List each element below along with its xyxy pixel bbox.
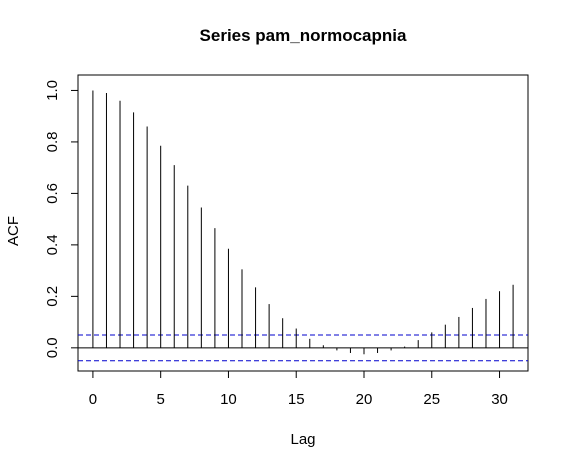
y-axis-label: ACF: [5, 216, 22, 246]
x-tick-label-5: 5: [157, 391, 165, 408]
y-tick-label-0.4: 0.4: [44, 234, 61, 255]
y-tick-label-0.6: 0.6: [44, 183, 61, 204]
plot-frame: [78, 75, 528, 371]
x-tick-label-25: 25: [423, 391, 440, 408]
x-axis: 0 5 10 15 20 25 30: [89, 371, 508, 408]
x-tick-label-30: 30: [491, 391, 508, 408]
y-tick-label-0.2: 0.2: [44, 286, 61, 307]
y-axis: 0.0 0.2 0.4 0.6 0.8 1.0: [44, 80, 78, 358]
y-tick-label-0.8: 0.8: [44, 131, 61, 152]
y-tick-label-1.0: 1.0: [44, 80, 61, 101]
chart-title: Series pam_normocapnia: [200, 26, 407, 45]
x-axis-label: Lag: [290, 431, 315, 448]
x-tick-label-15: 15: [288, 391, 305, 408]
x-tick-label-10: 10: [220, 391, 237, 408]
y-tick-label-0.0: 0.0: [44, 337, 61, 358]
x-tick-label-20: 20: [356, 391, 373, 408]
acf-bars: [93, 90, 513, 354]
x-tick-label-0: 0: [89, 391, 97, 408]
